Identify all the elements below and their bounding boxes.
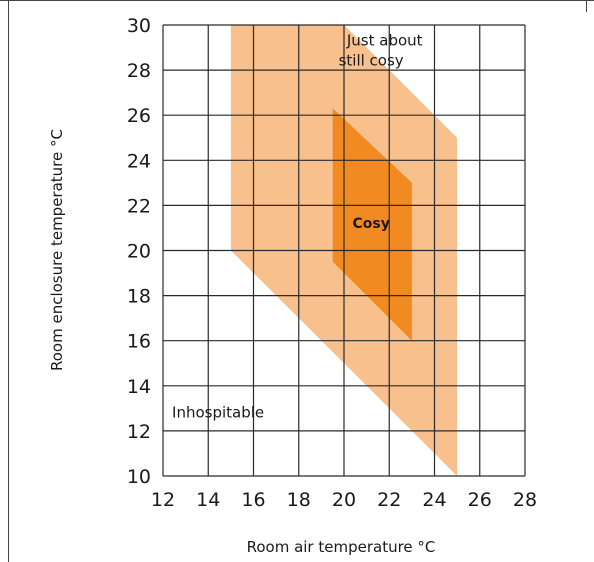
annotation-label: still cosy (339, 52, 404, 70)
chart-grid (162, 24, 526, 477)
x-tick-label: 12 (151, 489, 175, 511)
x-axis-ticks: 12 14 16 18 20 22 24 26 28 (151, 489, 537, 511)
x-tick-label: 20 (332, 489, 356, 511)
x-tick-label: 18 (287, 489, 311, 511)
y-tick-label: 10 (127, 466, 151, 488)
x-tick-label: 24 (422, 489, 446, 511)
annotation-label: Cosy (352, 216, 389, 232)
y-tick-label: 16 (127, 331, 151, 353)
x-axis-label: Room air temperature °C (247, 538, 436, 556)
x-tick-label: 14 (196, 489, 220, 511)
x-tick-label: 26 (468, 489, 492, 511)
annotation-label: Inhospitable (172, 403, 264, 421)
y-tick-label: 28 (127, 60, 151, 82)
annotation-label: Just about (346, 31, 423, 49)
y-tick-label: 20 (127, 241, 151, 263)
y-tick-label: 18 (127, 286, 151, 308)
y-tick-label: 24 (127, 150, 151, 172)
frame-left-border (8, 0, 9, 562)
chart-annotations: Just about still cosy Cosy Inhospitable (172, 31, 423, 421)
y-tick-label: 30 (127, 15, 151, 37)
y-tick-label: 22 (127, 195, 151, 217)
y-tick-label: 12 (127, 421, 151, 443)
x-tick-label: 28 (513, 489, 537, 511)
x-tick-label: 16 (241, 489, 265, 511)
frame-right-border (586, 0, 587, 12)
x-tick-label: 22 (377, 489, 401, 511)
region-cosy (332, 108, 412, 341)
y-axis-label: Room enclosure temperature °C (48, 129, 66, 371)
y-tick-label: 26 (127, 105, 151, 127)
y-axis-ticks: 10 12 14 16 18 20 22 24 26 28 30 (127, 15, 151, 488)
frame-top-border (0, 0, 594, 1)
y-tick-label: 14 (127, 376, 151, 398)
